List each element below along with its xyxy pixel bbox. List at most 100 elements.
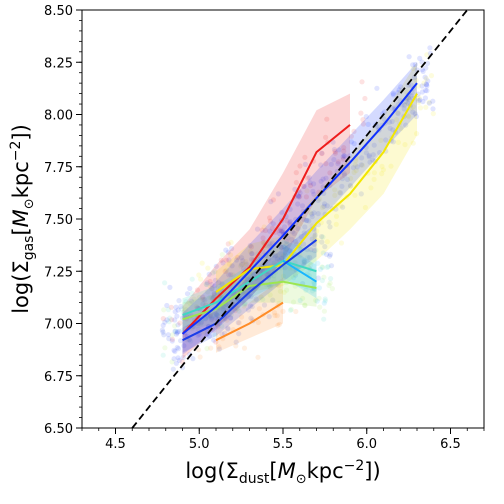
- scatter-point: [242, 300, 248, 307]
- scatter-point: [212, 310, 218, 316]
- scatter-point: [212, 332, 218, 338]
- scatter-point: [366, 152, 372, 159]
- scatter-point: [307, 180, 313, 186]
- scatter-point: [213, 315, 219, 321]
- scatter-point: [306, 218, 312, 224]
- scatter-point: [183, 307, 189, 313]
- scatter-point: [243, 258, 249, 265]
- scatter-point: [207, 284, 213, 290]
- scatter-point: [312, 233, 318, 239]
- scatter-point: [335, 159, 341, 165]
- scatter-point: [308, 247, 314, 253]
- scatter-point: [314, 228, 320, 234]
- scatter-point: [313, 247, 319, 253]
- scatter-point: [209, 316, 215, 322]
- scatter-point: [311, 248, 317, 254]
- scatter-point: [301, 259, 307, 265]
- scatter-point: [226, 272, 232, 278]
- scatter-point: [430, 111, 436, 117]
- series-band: [216, 62, 417, 314]
- scatter-point: [301, 183, 307, 189]
- scatter-point: [419, 83, 425, 89]
- scatter-point: [219, 281, 225, 287]
- scatter-point: [402, 142, 408, 148]
- scatter-point: [259, 268, 265, 274]
- one-to-one-reference-line: [131, 9, 468, 429]
- scatter-point: [211, 337, 217, 343]
- scatter-point: [169, 338, 175, 344]
- scatter-point: [321, 316, 327, 322]
- scatter-point: [174, 330, 180, 336]
- scatter-point: [248, 315, 254, 321]
- scatter-point: [160, 322, 166, 328]
- y-tick-label: 8.00: [44, 109, 73, 124]
- scatter-point: [189, 290, 195, 296]
- scatter-point: [208, 345, 214, 351]
- scatter-point: [249, 251, 255, 257]
- scatter-point: [342, 153, 348, 159]
- scatter-point: [311, 181, 317, 187]
- scatter-point: [173, 304, 179, 310]
- scatter-point: [398, 84, 404, 90]
- confidence-bands-layer: [182, 62, 417, 359]
- scatter-point: [311, 191, 317, 197]
- series-line: [282, 259, 318, 283]
- scatter-point: [396, 87, 402, 93]
- scatter-point: [390, 106, 396, 112]
- scatter-point: [297, 246, 303, 252]
- scatter-point: [228, 272, 234, 278]
- scatter-point: [282, 265, 288, 271]
- scatter-point: [160, 316, 166, 322]
- scatter-point: [198, 276, 204, 282]
- scatter-point: [247, 248, 253, 255]
- scatter-point: [424, 82, 430, 88]
- x-tick-label: 6.5: [440, 437, 461, 452]
- scatter-point: [239, 262, 245, 268]
- scatter-point: [425, 78, 431, 84]
- scatter-point: [161, 332, 167, 338]
- scatter-point: [218, 257, 224, 263]
- scatter-point: [386, 119, 393, 125]
- scatter-point: [313, 297, 319, 303]
- scatter-point: [233, 257, 240, 263]
- scatter-point: [378, 137, 384, 143]
- scatter-point: [236, 308, 242, 314]
- scatter-point: [283, 246, 289, 252]
- scatter-point: [275, 191, 281, 197]
- scatter-point: [416, 98, 422, 104]
- scatter-point: [362, 204, 368, 211]
- scatter-point: [278, 244, 284, 250]
- scatter-point: [331, 146, 338, 153]
- y-tick-label: 7.25: [44, 265, 73, 280]
- scatter-point: [324, 239, 330, 245]
- scatter-point: [303, 217, 309, 223]
- scatter-point: [351, 169, 357, 175]
- scatter-point: [183, 299, 189, 305]
- scatter-point: [379, 171, 385, 177]
- scatter-point: [298, 233, 304, 240]
- scatter-point: [219, 252, 225, 258]
- scatter-point: [320, 184, 326, 190]
- scatter-point: [311, 210, 317, 216]
- scatter-point: [423, 65, 429, 71]
- scatter-point: [410, 109, 416, 115]
- scatter-point: [321, 308, 327, 314]
- scatter-point: [243, 262, 249, 268]
- scatter-point: [245, 276, 251, 282]
- scatter-point: [223, 267, 230, 273]
- scatter-point: [204, 280, 210, 286]
- scatter-point: [213, 311, 219, 317]
- y-tick-label: 7.75: [44, 161, 73, 176]
- scatter-point: [332, 150, 338, 156]
- scatter-point: [306, 175, 312, 181]
- scatter-point: [247, 303, 253, 309]
- x-tick-label: 4.5: [105, 437, 126, 452]
- scatter-point: [360, 121, 366, 127]
- scatter-point: [307, 210, 313, 216]
- scatter-point: [426, 100, 432, 106]
- scatter-point: [168, 304, 174, 310]
- scatter-point: [207, 294, 213, 300]
- scatter-point: [169, 317, 175, 323]
- scatter-point: [235, 320, 241, 326]
- scatter-point: [424, 83, 430, 89]
